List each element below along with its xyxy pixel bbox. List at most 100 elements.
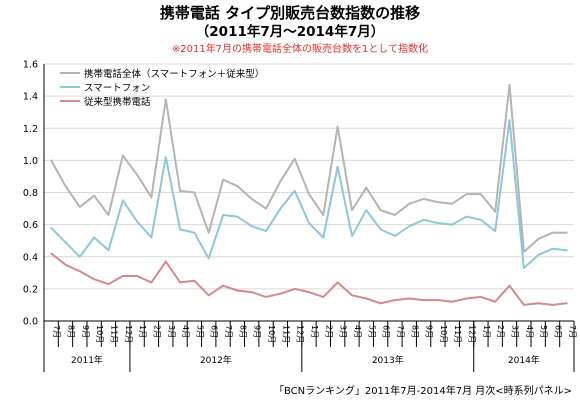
series-layer bbox=[50, 83, 568, 306]
x-tick-label: 6月 bbox=[210, 325, 219, 338]
x-tick-label: 9月 bbox=[81, 325, 90, 338]
y-axis: 0.0 0.2 0.4 0.6 0.8 1.0 1.2 1.4 1.6 bbox=[23, 60, 45, 328]
data-point bbox=[50, 226, 53, 229]
data-point bbox=[394, 234, 396, 237]
data-point bbox=[207, 231, 210, 234]
data-point bbox=[250, 225, 253, 228]
data-point bbox=[336, 281, 339, 284]
data-point bbox=[565, 231, 568, 234]
data-point bbox=[351, 294, 353, 297]
x-tick-label: 12月 bbox=[468, 325, 477, 343]
data-point bbox=[537, 254, 540, 257]
x-tick-label: 12月 bbox=[296, 325, 305, 343]
x-tick-label: 11月 bbox=[281, 325, 290, 343]
x-tick-label: 5月 bbox=[539, 325, 548, 338]
data-point bbox=[437, 299, 439, 302]
data-point bbox=[437, 222, 439, 224]
data-point bbox=[279, 207, 282, 210]
data-point bbox=[293, 189, 296, 192]
x-tick-label: 10月 bbox=[439, 325, 448, 343]
data-point bbox=[179, 228, 181, 231]
data-point bbox=[451, 202, 454, 205]
x-tick-label: 2月 bbox=[496, 325, 505, 338]
x-tick-label: 5月 bbox=[195, 325, 204, 338]
data-point bbox=[336, 165, 339, 168]
data-point bbox=[394, 214, 396, 216]
data-point bbox=[93, 194, 96, 197]
y-tick-label: 1.6 bbox=[23, 60, 38, 71]
data-point bbox=[50, 252, 53, 255]
data-point bbox=[150, 281, 153, 284]
data-point bbox=[565, 302, 568, 305]
data-point bbox=[50, 159, 53, 162]
data-point bbox=[322, 296, 325, 298]
y-tick-label: 0.8 bbox=[23, 188, 38, 199]
data-point bbox=[537, 238, 540, 240]
data-point bbox=[265, 207, 267, 210]
data-point bbox=[136, 173, 139, 176]
data-point bbox=[121, 275, 124, 277]
data-point bbox=[164, 156, 167, 159]
data-point bbox=[222, 178, 224, 181]
data-point bbox=[308, 193, 310, 196]
data-point bbox=[408, 225, 411, 228]
x-tick-label: 8月 bbox=[66, 325, 75, 338]
x-tick-label: 4月 bbox=[353, 325, 362, 338]
x-tick-label: 4月 bbox=[181, 325, 190, 338]
data-point bbox=[494, 210, 497, 213]
data-point bbox=[479, 296, 482, 298]
data-point bbox=[193, 231, 196, 234]
data-point bbox=[551, 304, 554, 306]
data-point bbox=[451, 223, 454, 226]
data-point bbox=[64, 185, 67, 187]
x-tick-label: 1月 bbox=[482, 325, 491, 338]
data-point bbox=[107, 214, 110, 216]
data-point bbox=[522, 267, 525, 269]
data-point bbox=[494, 230, 497, 232]
data-point bbox=[336, 125, 339, 128]
data-point bbox=[78, 270, 81, 273]
data-point bbox=[93, 236, 96, 239]
data-point bbox=[379, 302, 382, 305]
data-point bbox=[394, 299, 396, 302]
data-point bbox=[522, 304, 525, 306]
data-point bbox=[193, 279, 196, 282]
y-tick-label: 1.4 bbox=[23, 92, 38, 103]
data-point bbox=[150, 196, 153, 199]
data-point bbox=[236, 185, 239, 187]
x-tick-label: 9月 bbox=[425, 325, 434, 338]
data-point bbox=[279, 180, 282, 183]
year-label: 2012年 bbox=[200, 354, 232, 366]
data-point bbox=[236, 289, 239, 292]
data-point bbox=[365, 209, 368, 212]
data-point bbox=[408, 202, 411, 205]
x-tick-label: 8月 bbox=[410, 325, 419, 338]
data-point bbox=[508, 284, 511, 287]
chart-subtitle: （2011年7月～2014年7月） bbox=[196, 23, 384, 40]
data-point bbox=[308, 222, 310, 224]
x-tick-label: 4月 bbox=[525, 325, 534, 338]
data-point bbox=[107, 283, 110, 285]
data-point bbox=[293, 157, 296, 160]
series-line-2 bbox=[50, 252, 567, 306]
x-tick-label: 2月 bbox=[324, 325, 333, 338]
data-point bbox=[351, 209, 353, 212]
year-label: 2011年 bbox=[71, 354, 103, 366]
data-point bbox=[64, 241, 67, 244]
data-point bbox=[107, 249, 110, 252]
data-point bbox=[422, 198, 425, 200]
x-tick-label: 8月 bbox=[238, 325, 247, 338]
x-tick-label: 2月 bbox=[152, 325, 161, 338]
legend-label-total: 携帯電話全体（スマートフォン＋従来型） bbox=[84, 68, 264, 80]
data-point bbox=[379, 228, 382, 231]
chart-title: 携帯電話 タイプ別販売台数指数の推移 bbox=[160, 4, 420, 22]
data-point bbox=[121, 154, 124, 157]
data-point bbox=[222, 284, 224, 287]
year-label: 2013年 bbox=[372, 354, 404, 366]
year-label: 2014年 bbox=[508, 354, 540, 366]
x-tick-label: 12月 bbox=[124, 325, 133, 343]
data-point bbox=[179, 281, 181, 284]
x-tick-label: 11月 bbox=[109, 325, 118, 343]
x-tick-label: 3月 bbox=[339, 325, 348, 338]
x-tick-label: 6月 bbox=[554, 325, 563, 338]
